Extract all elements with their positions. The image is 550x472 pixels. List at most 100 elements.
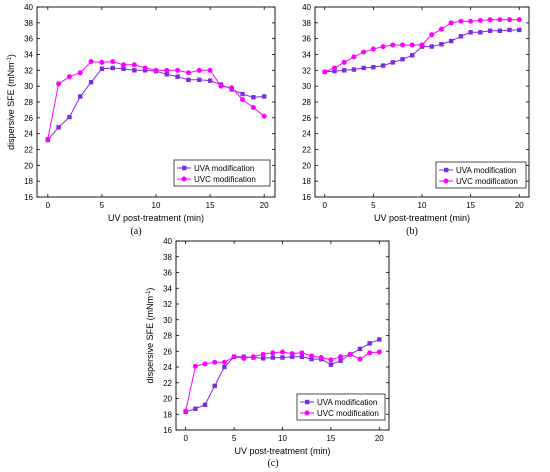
data-point-uvc [318,355,324,361]
x-tick-label: 15 [206,201,215,210]
data-point-uva [260,356,266,361]
data-point-uva [197,77,202,83]
data-point-uvc [357,356,363,362]
data-point-uva [175,74,180,79]
data-point-uva [186,77,191,83]
y-tick-label: 32 [302,66,311,75]
data-point-uva [67,114,72,120]
data-point-uvc [367,350,373,356]
data-point-uvc [221,359,227,365]
y-tick-label: 38 [24,19,33,28]
y-tick-label: 20 [24,161,33,170]
y-axis-label: dispersive SFE (mNm-1) [145,288,155,384]
data-point-uva [309,356,314,362]
legend-marker-circle [443,178,449,184]
data-point-uvc [196,67,202,73]
data-point-uvc [341,59,347,65]
x-axis-label: UV post-treatment (min) [374,213,470,223]
y-tick-label: 18 [302,177,311,186]
data-point-uvc [241,355,247,361]
chart-panel-1: 16 18 20 22 24 26 28 30 32 34 36 38 40 0 5 10 15 20 UV pos… [6,3,276,237]
data-point-uvc [110,59,116,65]
data-point-uvc [77,70,83,76]
data-point-uva [507,27,512,33]
data-point-uva [497,28,503,33]
data-point-uvc [229,85,235,91]
data-point-uva [121,66,126,71]
data-point-uva [251,95,256,100]
x-tick-label: 5 [100,201,105,210]
y-tick-label: 24 [24,130,33,139]
y-tick-label: 24 [163,363,172,372]
data-point-uva [448,38,454,44]
data-point-uva [99,66,105,71]
data-point-uvc [88,59,94,65]
data-point-uvc [142,65,148,71]
legend: UVA modification UVC modification [173,159,271,187]
data-point-uvc [289,351,295,357]
data-point-uva [88,80,94,85]
data-point-uvc [331,65,337,71]
data-point-uva [56,125,61,130]
data-point-uvc [347,351,353,357]
y-tick-label: 22 [24,146,33,155]
y-tick-label: 22 [163,379,172,388]
data-point-uvc [400,42,406,48]
y-tick-label: 40 [163,237,172,246]
data-point-uva [361,65,366,71]
data-point-uvc [468,18,474,24]
data-point-uvc [153,67,159,73]
data-point-uvc [429,32,435,38]
y-tick-label: 32 [24,66,33,75]
x-tick-label: 10 [418,201,427,210]
data-point-uvc [351,54,357,60]
x-tick-label: 10 [152,201,161,210]
data-point-uvc [477,17,483,23]
data-point-uvc [309,353,315,359]
x-tick-label: 0 [183,434,188,443]
data-point-uva [289,354,295,359]
data-point-uvc [390,42,396,48]
data-point-uvc [121,62,127,68]
data-point-uva [341,68,347,73]
y-tick-label: 30 [24,82,33,91]
legend-marker-circle [181,176,187,182]
data-point-uvc [322,69,328,75]
chart-panel-3: 16 18 20 22 24 26 28 30 32 34 36 38 40 0 5 10 15 20 UV pos… [145,237,390,469]
data-point-uvc [370,46,376,52]
data-point-uva [240,91,245,97]
data-point-uvc [231,354,237,360]
data-point-uva [429,44,434,49]
data-point-uva [517,27,522,33]
data-point-uvc [497,17,503,23]
x-tick-label: 0 [323,201,328,210]
panel-label: (b) [406,226,418,237]
legend-label: UVA modification [456,166,516,175]
data-point-uva [357,346,363,352]
data-point-uvc [270,350,276,356]
data-point-uva [439,42,444,47]
data-point-uva [132,68,137,73]
data-point-uvc [280,349,285,355]
y-tick-label: 40 [302,3,311,12]
data-point-uva [193,406,198,411]
chart-panel-2: 16 18 20 22 24 26 28 30 32 34 36 38 40 0 5 10 15 20 UV pos… [302,3,530,237]
data-point-uvc [185,70,191,76]
data-point-uva [367,341,372,346]
data-point-uva [380,63,386,68]
data-point-uvc [56,81,62,87]
y-tick-label: 16 [302,193,311,202]
y-tick-label: 16 [24,193,33,202]
data-point-uva [390,60,396,65]
data-point-uvc [260,351,266,357]
data-point-uva [338,358,343,363]
data-point-uva [110,65,115,71]
data-point-uva [332,68,337,74]
data-point-uvc [183,408,189,414]
data-point-uvc [261,113,267,119]
data-point-uva [351,67,357,72]
legend-label: UVC modification [317,409,379,418]
data-point-uvc [202,361,208,367]
data-point-uvc [207,67,213,73]
y-tick-label: 30 [302,82,311,91]
